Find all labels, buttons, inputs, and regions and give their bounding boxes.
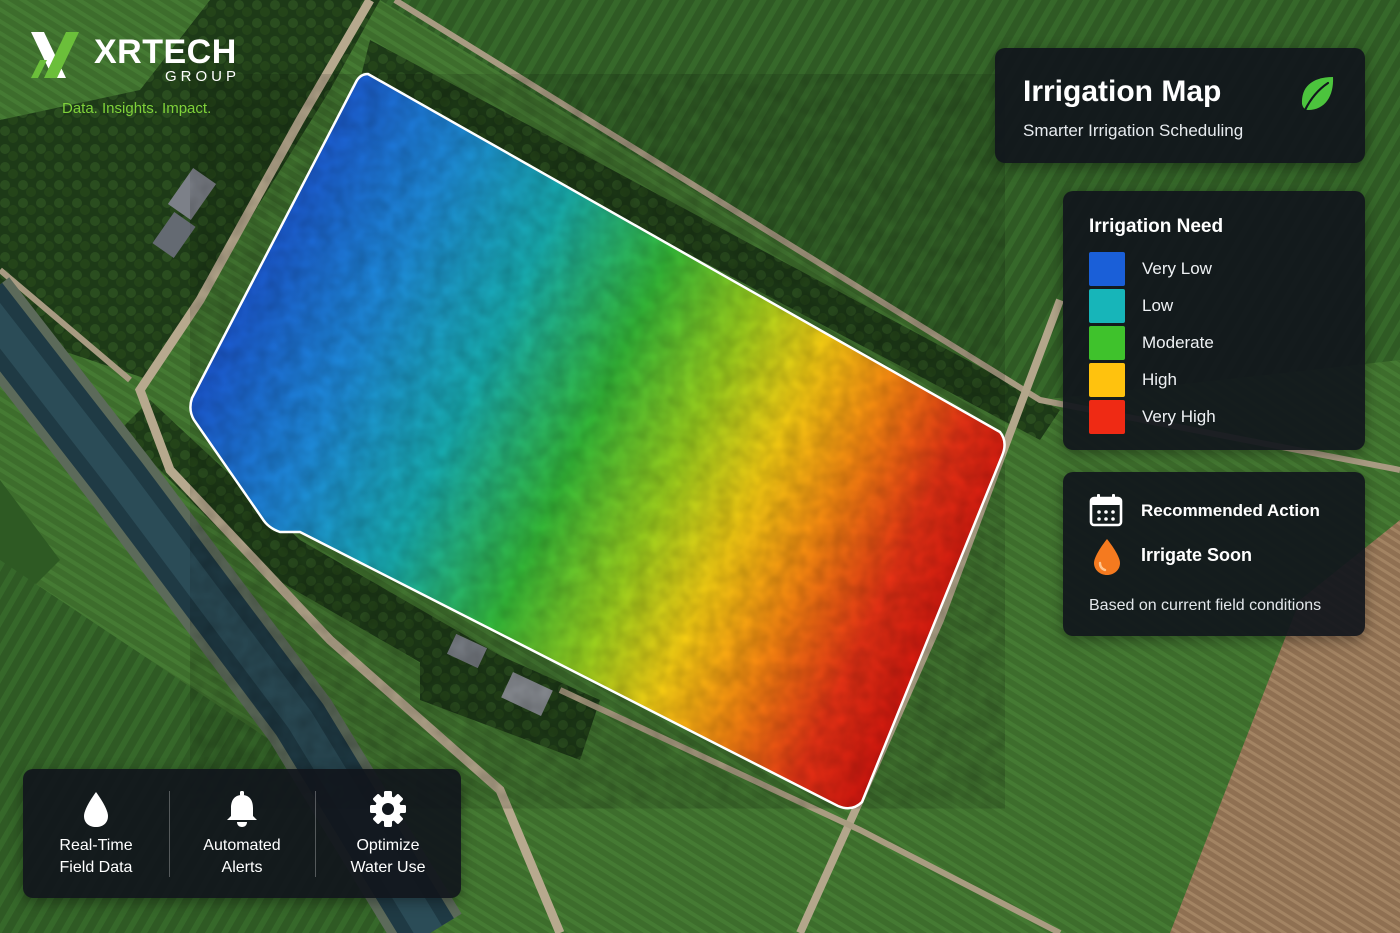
legend-label: Moderate [1142,333,1214,352]
legend-item-low: Low [1089,289,1339,325]
legend-item-high: High [1089,363,1339,399]
page-subtitle: Smarter Irrigation Scheduling [1023,121,1244,140]
divider [315,791,316,877]
water-drop-icon [1094,539,1120,575]
feature-optimize-water: Optimize Water Use [315,769,461,898]
leaf-icon [1301,77,1334,112]
brand-mark-icon [31,32,79,78]
divider [169,791,170,877]
feature-label-line: Real-Time [59,837,133,854]
water-drop-icon [84,792,108,827]
legend-swatch [1089,400,1125,434]
page-title: Irrigation Map [1023,75,1222,108]
legend-swatch [1089,363,1125,397]
legend-swatch [1089,289,1125,323]
brand-logo: XRTECH GROUP Data. Insights. Impact. [28,28,258,128]
feature-label-line: Water Use [350,859,426,876]
calendar-icon [1089,494,1123,527]
features-panel: Real-Time Field Data Automated Alerts [23,769,461,898]
feature-label-line: Optimize [356,837,420,854]
legend-label: Very High [1142,407,1216,426]
feature-label-line: Automated [203,837,281,854]
recommendation-title: Recommended Action [1141,501,1320,520]
legend-swatch [1089,326,1125,360]
brand-name: XRTECH [94,33,237,71]
legend-label: High [1142,370,1177,389]
legend-title: Irrigation Need [1089,216,1224,237]
legend-item-very-low: Very Low [1089,252,1339,288]
recommendation-note: Based on current field conditions [1089,597,1322,614]
legend-item-moderate: Moderate [1089,326,1339,362]
feature-automated-alerts: Automated Alerts [169,769,315,898]
gear-icon [370,791,406,827]
recommendation-panel: Recommended Action Irrigate Soon Based o… [1063,472,1365,636]
feature-real-time-data: Real-Time Field Data [23,769,169,898]
brand-tagline: Data. Insights. Impact. [62,100,212,117]
legend-item-very-high: Very High [1089,400,1339,436]
brand-subname: GROUP [165,68,241,85]
feature-label-line: Alerts [221,859,263,876]
legend-label: Very Low [1142,259,1212,278]
title-panel: Irrigation Map Smarter Irrigation Schedu… [995,48,1365,163]
feature-label-line: Field Data [59,859,133,876]
legend-swatch [1089,252,1125,286]
legend-panel: Irrigation Need Very Low Low Moderate Hi… [1063,191,1365,450]
bell-icon [227,791,257,827]
recommendation-value: Irrigate Soon [1141,545,1253,565]
legend-label: Low [1142,296,1174,315]
